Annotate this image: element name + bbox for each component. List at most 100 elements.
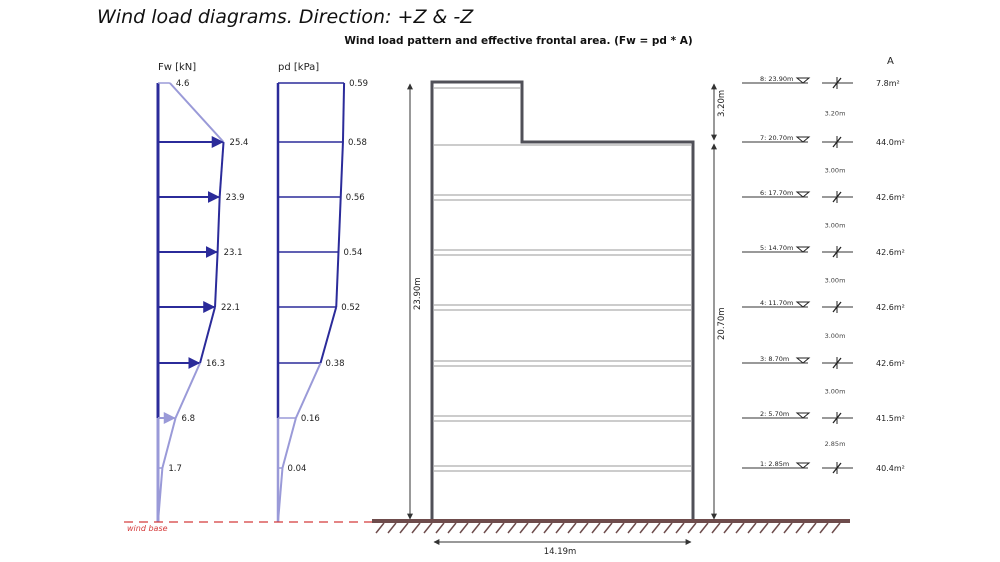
- level-area-value: 42.6m²: [876, 303, 905, 312]
- level-triangle-icon: [795, 246, 811, 253]
- fw-value-label: 1.7: [168, 464, 182, 474]
- ground-hatch-stroke: [579, 522, 589, 534]
- ground-hatch-stroke: [423, 522, 433, 534]
- pd-envelope-segment: [341, 82, 346, 143]
- ground-hatch-stroke: [771, 522, 781, 534]
- wind-base-label: wind base: [127, 524, 168, 533]
- ground-hatch-stroke: [663, 522, 673, 534]
- level-spacing-label: 3.00m: [825, 167, 846, 175]
- level-area-value: 42.6m²: [876, 193, 905, 202]
- pd-value-label: 0.16: [301, 414, 320, 424]
- fw-envelope-segment: [161, 417, 177, 469]
- fw-envelope-segment: [199, 306, 216, 364]
- ground-hatch-stroke: [651, 522, 661, 534]
- ground-hatch-stroke: [735, 522, 745, 534]
- pd-value-label: 0.59: [349, 79, 368, 89]
- level-triangle-icon: [795, 191, 811, 198]
- ground-hatch-stroke: [615, 522, 625, 534]
- ground-hatch-stroke: [459, 522, 469, 534]
- fw-value-label: 6.8: [182, 414, 196, 424]
- dimensions: 23.90m 3.20m 20.70m 14.19m: [407, 83, 727, 557]
- ground-hatch-stroke: [699, 522, 709, 534]
- pd-envelope-segment: [337, 196, 342, 253]
- level-spacing-label: 3.20m: [825, 110, 846, 118]
- ground-hatch-stroke: [591, 522, 601, 534]
- ground-hatch-stroke: [447, 522, 457, 534]
- fw-envelope-segment: [216, 196, 221, 253]
- level-triangle-icon: [795, 412, 811, 419]
- level-triangle-icon: [795, 301, 811, 308]
- building-elevation: [430, 80, 695, 521]
- ground-hatch-stroke: [675, 522, 685, 534]
- ground-hatch-stroke: [483, 522, 493, 534]
- ground-hatch-stroke: [531, 522, 541, 534]
- ground-hatch-stroke: [807, 522, 817, 534]
- fw-envelope-segment: [174, 362, 201, 419]
- level-label: 3: 8.70m: [760, 355, 789, 363]
- ground-hatch-stroke: [603, 522, 613, 534]
- pd-diagram: 0.59 0.58 0.56 0.54 0.52 0.38 0.16 0.04: [276, 79, 368, 523]
- pd-envelope-segment: [281, 417, 297, 469]
- fw-value-label: 4.6: [176, 79, 190, 89]
- level-triangle-icon: [795, 462, 811, 469]
- level-spacing-label: 3.00m: [825, 332, 846, 340]
- level-area-value: 42.6m²: [876, 359, 905, 368]
- ground-hatch-stroke: [375, 522, 385, 534]
- total-height-label: 23.90m: [413, 277, 423, 310]
- level-label: 7: 20.70m: [760, 134, 793, 142]
- level-label: 8: 23.90m: [760, 75, 793, 83]
- level-label: 4: 11.70m: [760, 299, 793, 307]
- area-column-label: A: [887, 56, 894, 67]
- ground-hatch-stroke: [819, 522, 829, 534]
- ground-hatch-stroke: [495, 522, 505, 534]
- fw-axis-label: Fw [kN]: [158, 62, 196, 73]
- fw-value-label: 23.9: [226, 193, 245, 203]
- pd-envelope-segment: [277, 467, 284, 523]
- level-label: 5: 14.70m: [760, 244, 793, 252]
- ground-hatch-stroke: [783, 522, 793, 534]
- pd-axis-label: pd [kPa]: [278, 62, 319, 73]
- fw-envelope-segment: [169, 82, 225, 143]
- ground-hatch-stroke: [759, 522, 769, 534]
- ground-hatch-stroke: [507, 522, 517, 534]
- level-area-value: 7.8m²: [876, 79, 900, 88]
- fw-value-label: 25.4: [230, 138, 249, 148]
- pd-value-label: 0.54: [343, 248, 362, 258]
- ground-hatch-stroke: [639, 522, 649, 534]
- ground-hatch-stroke: [687, 522, 697, 534]
- level-label: 6: 17.70m: [760, 189, 793, 197]
- level-triangle-icon: [795, 136, 811, 143]
- ground: [372, 519, 850, 534]
- level-triangle-icon: [795, 77, 811, 84]
- level-spacing-label: 3.00m: [825, 388, 846, 396]
- ground-hatch-stroke: [555, 522, 565, 534]
- building-outline: [430, 80, 695, 521]
- pd-envelope-segment: [335, 251, 340, 308]
- pd-value-label: 0.04: [287, 464, 306, 474]
- ground-hatch-stroke: [567, 522, 577, 534]
- level-label: 2: 5.70m: [760, 410, 789, 418]
- ground-hatch-stroke: [627, 522, 637, 534]
- ground-hatch-stroke: [519, 522, 529, 534]
- ground-hatch-stroke: [543, 522, 553, 534]
- level-spacing-label: 3.00m: [825, 222, 846, 230]
- fw-envelope-segment: [218, 141, 225, 198]
- pd-value-label: 0.52: [341, 303, 360, 313]
- fw-diagram: 4.6 25.4 23.9 23.1 22.1 16.3 6.8 1.7: [156, 79, 249, 523]
- level-triangle-icon: [795, 357, 811, 364]
- ground-hatch-stroke: [411, 522, 421, 534]
- fw-value-label: 16.3: [206, 359, 225, 369]
- pd-value-label: 0.56: [346, 193, 365, 203]
- level-table: 8: 23.90m 7.8m² 3.20m 7: 20.70m 44.0m² 3.00m 6…: [742, 75, 905, 474]
- width-label: 14.19m: [544, 547, 577, 557]
- floor-lines: [434, 87, 691, 472]
- ground-hatch-stroke: [471, 522, 481, 534]
- level-area-value: 42.6m²: [876, 248, 905, 257]
- level-area-value: 40.4m²: [876, 464, 905, 473]
- ground-hatch-stroke: [387, 522, 397, 534]
- ground-hatch-stroke: [723, 522, 733, 534]
- ground-hatch-stroke: [747, 522, 757, 534]
- level-spacing-label: 3.00m: [825, 277, 846, 285]
- level-area-value: 44.0m²: [876, 138, 905, 147]
